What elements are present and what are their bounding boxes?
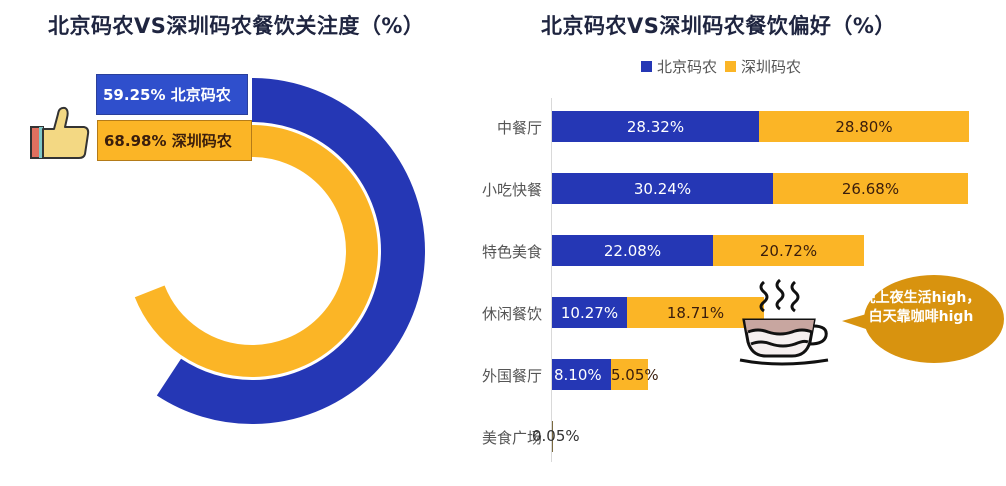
legend-swatch-shenzhen — [725, 61, 737, 72]
beijing-value-label: 59.25% 北京码农 — [96, 74, 248, 115]
left-chart-title: 北京码农VS深圳码农餐饮关注度（%） — [48, 14, 425, 38]
bar-shenzhen[interactable]: 26.68% — [773, 173, 968, 204]
category-label: 美食广场 — [481, 429, 542, 447]
radial-chart — [79, 78, 425, 424]
bar-beijing[interactable]: 28.32% — [552, 111, 759, 142]
right-chart-title: 北京码农VS深圳码农餐饮偏好（%） — [541, 14, 896, 38]
thumbs-up-icon — [30, 106, 90, 159]
legend-label-shenzhen: 深圳码农 — [741, 58, 802, 76]
bar-shenzhen[interactable]: 28.80% — [759, 111, 969, 142]
bar-beijing[interactable]: 30.24% — [552, 173, 773, 204]
bar-value-label: 0.05% — [532, 427, 580, 445]
bar-shenzhen[interactable]: 5.05% — [611, 359, 659, 390]
bar-shenzhen[interactable]: 20.72% — [713, 235, 864, 266]
shenzhen-ring — [126, 125, 378, 377]
bar-shenzhen[interactable] — [552, 421, 553, 452]
category-label: 外国餐厅 — [481, 367, 542, 385]
legend: 北京码农 深圳码农 — [641, 56, 809, 77]
shenzhen-value-label: 68.98% 深圳码农 — [97, 120, 252, 161]
category-label: 小吃快餐 — [481, 181, 542, 199]
coffee-cup-icon — [739, 278, 829, 366]
legend-item-beijing[interactable]: 北京码农 — [641, 56, 717, 77]
beijing-ring — [79, 78, 425, 424]
category-label: 特色美食 — [481, 243, 542, 261]
bar-shenzhen[interactable]: 18.71% — [627, 297, 764, 328]
category-label: 中餐厅 — [496, 119, 542, 137]
category-axis-line — [551, 98, 552, 462]
category-label: 休闲餐饮 — [481, 305, 542, 323]
bar-beijing[interactable]: 8.10% — [552, 359, 611, 390]
speech-bubble — [842, 275, 1004, 363]
bar-beijing[interactable]: 22.08% — [552, 235, 713, 266]
callout-text: 晚上夜生活high，白天靠咖啡high — [861, 290, 981, 325]
bar-beijing[interactable]: 10.27% — [552, 297, 627, 328]
legend-swatch-beijing — [641, 61, 652, 72]
legend-item-shenzhen[interactable]: 深圳码农 — [725, 56, 801, 77]
legend-label-beijing: 北京码农 — [657, 58, 718, 76]
